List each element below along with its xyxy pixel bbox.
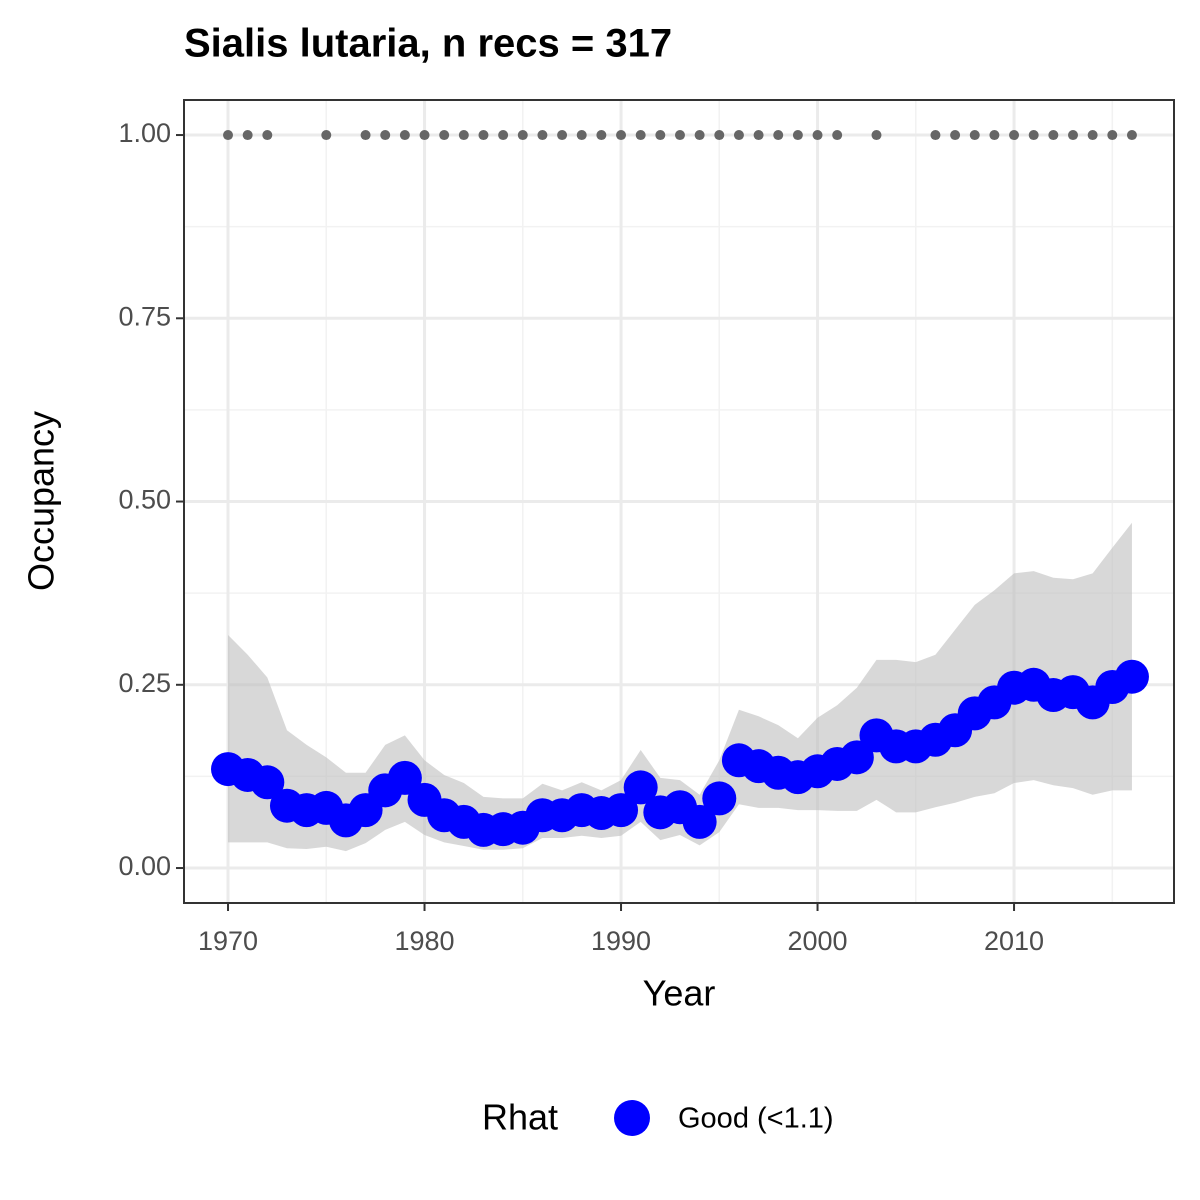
occupancy-point [623, 770, 658, 805]
record-dot [694, 130, 705, 141]
record-dot [792, 130, 803, 141]
record-dot [223, 130, 234, 141]
record-dot [832, 130, 843, 141]
record-dot [1087, 130, 1098, 141]
record-dot [871, 130, 882, 141]
record-dot [930, 130, 941, 141]
record-dot [674, 130, 685, 141]
record-dot [1067, 130, 1078, 141]
record-dot [360, 130, 371, 141]
x-tick-label: 1980 [394, 926, 454, 956]
record-dot [1048, 130, 1059, 141]
record-dot [989, 130, 1000, 141]
record-dot [616, 130, 627, 141]
record-dot [1107, 130, 1118, 141]
chart-title: Sialis lutaria, n recs = 317 [184, 22, 672, 66]
record-dot [1028, 130, 1039, 141]
legend-title: Rhat [482, 1097, 558, 1138]
y-tick-label: 1.00 [118, 118, 171, 148]
record-dot [537, 130, 548, 141]
record-dot [478, 130, 489, 141]
occupancy-point [682, 804, 717, 839]
record-dot [262, 130, 273, 141]
record-dot [969, 130, 980, 141]
record-dot [439, 130, 450, 141]
x-axis-title: Year [643, 973, 716, 1014]
record-dot [635, 130, 646, 141]
record-dot [380, 130, 391, 141]
legend-label: Good (<1.1) [678, 1103, 834, 1135]
x-tick-label: 2000 [787, 926, 847, 956]
record-dot [242, 130, 253, 141]
y-tick-label: 0.25 [118, 668, 171, 698]
y-tick-label: 0.50 [118, 485, 171, 515]
record-dot [596, 130, 607, 141]
record-dot [714, 130, 725, 141]
x-tick-label: 1990 [591, 926, 651, 956]
record-dot [419, 130, 430, 141]
record-dot [812, 130, 823, 141]
record-dot [576, 130, 587, 141]
y-axis-title: Occupancy [21, 411, 62, 591]
occupancy-point [839, 740, 874, 775]
record-dot [517, 130, 528, 141]
y-tick-label: 0.00 [118, 851, 171, 881]
panel-border [183, 99, 1175, 904]
record-dot [399, 130, 410, 141]
record-dot [321, 130, 332, 141]
record-dot [498, 130, 509, 141]
record-dot [458, 130, 469, 141]
record-dot [950, 130, 961, 141]
record-dot [1009, 130, 1020, 141]
record-dot [733, 130, 744, 141]
y-tick-label: 0.75 [118, 301, 171, 331]
x-tick-label: 1970 [198, 926, 258, 956]
record-dot [773, 130, 784, 141]
record-dot [655, 130, 666, 141]
x-tick-label: 2010 [984, 926, 1044, 956]
confidence-band [228, 522, 1132, 852]
occupancy-point [387, 760, 422, 795]
legend-key [614, 1100, 650, 1136]
record-dot [557, 130, 568, 141]
occupancy-point [1114, 659, 1149, 694]
record-dot [1126, 130, 1137, 141]
record-dot [753, 130, 764, 141]
occupancy-point [604, 793, 639, 828]
occupancy-point [702, 781, 737, 816]
occupancy-point [250, 765, 285, 800]
